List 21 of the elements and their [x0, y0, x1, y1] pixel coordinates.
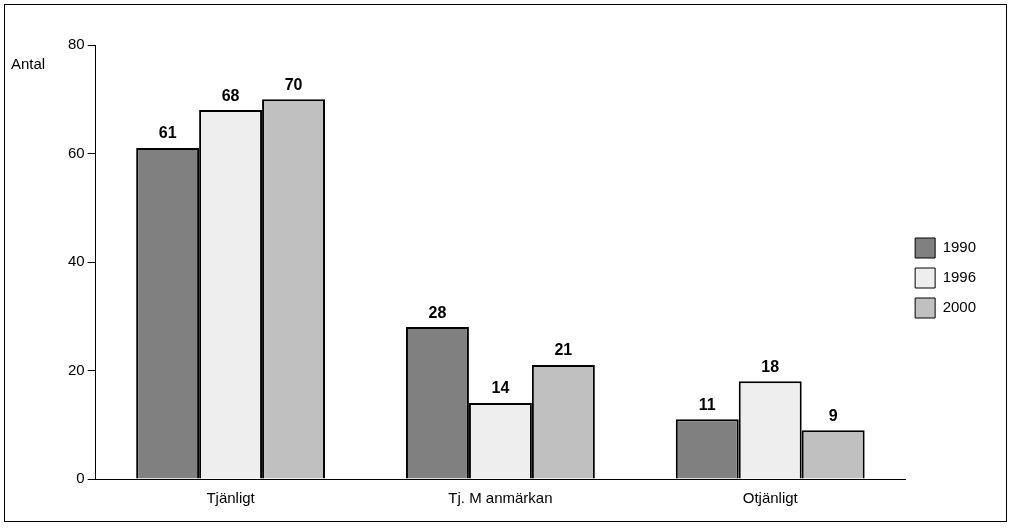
y-tick-label: 60 [68, 143, 85, 161]
y-axis-title: Antal [11, 55, 46, 73]
legend-label: 1996 [942, 268, 977, 286]
data-label: 70 [284, 75, 303, 93]
x-tick-label: Tj. M anmärkan [448, 489, 553, 507]
legend-label: 2000 [942, 298, 977, 316]
legend-label: 1990 [942, 238, 977, 256]
y-tick-label: 20 [68, 360, 85, 378]
data-label: 28 [428, 303, 447, 321]
data-label: 21 [554, 341, 573, 359]
data-label: 68 [221, 86, 240, 104]
data-label: 11 [698, 395, 716, 413]
y-tick-label: 40 [68, 252, 85, 270]
data-label: 9 [828, 406, 838, 424]
x-tick-label: Tjänligt [206, 489, 256, 507]
y-tick-label: 80 [68, 35, 85, 53]
y-tick-label: 0 [76, 469, 85, 487]
data-label: 14 [491, 379, 510, 397]
data-label: 18 [761, 357, 780, 375]
data-label: 61 [158, 124, 177, 142]
x-tick-label: Otjänligt [742, 489, 799, 507]
